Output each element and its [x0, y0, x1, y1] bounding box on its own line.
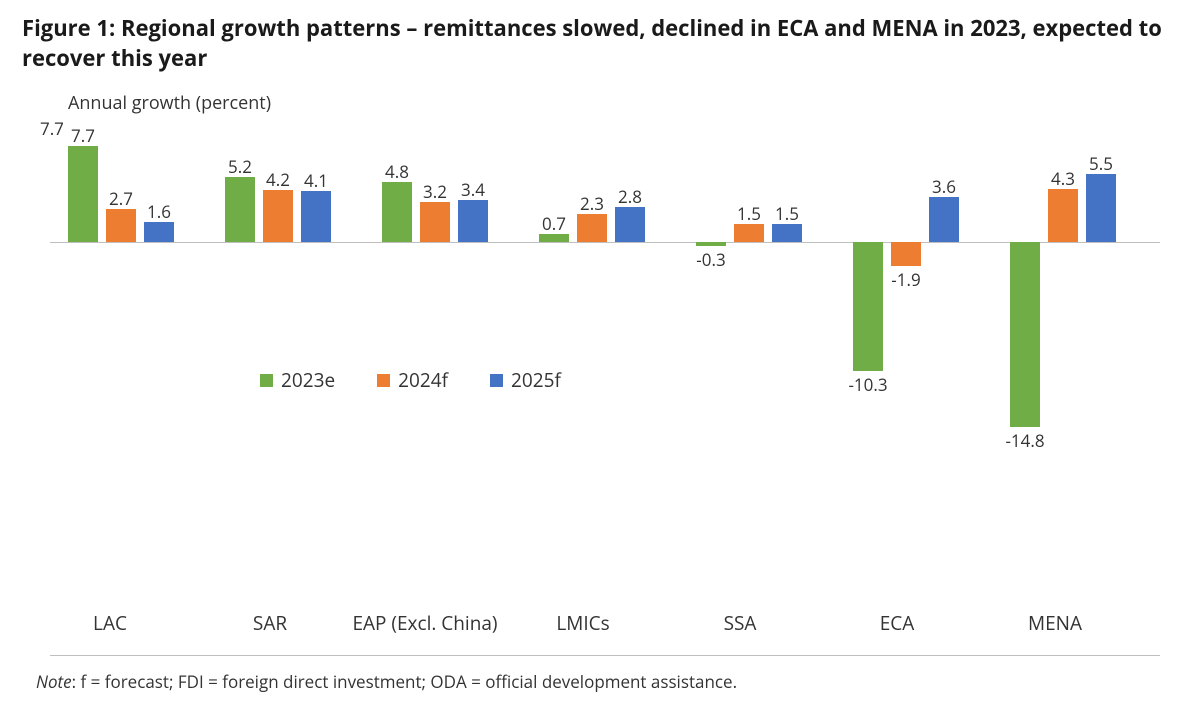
- x-axis-label: SSA: [665, 610, 815, 636]
- bar: [1086, 174, 1116, 243]
- bar-value-label: 2.8: [605, 185, 655, 208]
- bar: [458, 200, 488, 243]
- y-axis-title: Annual growth (percent): [68, 91, 1172, 115]
- bar-value-label: 3.6: [919, 175, 969, 198]
- bar-group: -10.3-1.93.6: [853, 142, 973, 542]
- x-axis-label: EAP (Excl. China): [350, 610, 500, 636]
- bar-value-label: -14.8: [1000, 429, 1050, 452]
- bar: [929, 197, 959, 242]
- bar-value-label: -10.3: [843, 373, 893, 396]
- chart: Annual growth (percent) 7.7 2023e2024f20…: [32, 91, 1172, 656]
- bar: [853, 242, 883, 371]
- bar: [1010, 242, 1040, 427]
- bar-value-label: 7.7: [58, 124, 108, 147]
- bar: [301, 191, 331, 242]
- bar-value-label: -0.3: [686, 248, 736, 271]
- bar-value-label: -1.9: [881, 268, 931, 291]
- bar-group: 4.83.23.4: [382, 142, 502, 542]
- figure-note: Note: f = forecast; FDI = foreign direct…: [36, 670, 1178, 693]
- bar: [144, 222, 174, 242]
- bar: [68, 146, 98, 242]
- bar-value-label: 5.5: [1076, 152, 1126, 175]
- note-label: Note: [36, 670, 72, 693]
- x-axis-label: SAR: [195, 610, 345, 636]
- x-axis-label: LMICs: [508, 610, 658, 636]
- bar-group: -14.84.35.5: [1010, 142, 1130, 542]
- bar-value-label: 1.6: [134, 200, 184, 223]
- bar-group: 5.24.24.1: [225, 142, 345, 542]
- x-axis: LACSAREAP (Excl. China)LMICsSSAECAMENA: [50, 610, 1160, 656]
- bar: [734, 224, 764, 243]
- bar-value-label: 3.4: [448, 178, 498, 201]
- bar-value-label: 1.5: [762, 202, 812, 225]
- x-axis-label: MENA: [980, 610, 1130, 636]
- plot-area: 2023e2024f2025f 7.72.71.65.24.24.14.83.2…: [50, 142, 1160, 542]
- note-text: : f = forecast; FDI = foreign direct inv…: [72, 670, 737, 693]
- bar: [696, 242, 726, 246]
- bar: [539, 234, 569, 243]
- bar: [772, 224, 802, 243]
- bar: [420, 202, 450, 242]
- bar: [577, 214, 607, 243]
- bar-group: -0.31.51.5: [696, 142, 816, 542]
- bar-value-label: 4.1: [291, 169, 341, 192]
- bar: [891, 242, 921, 266]
- bar-group: 0.72.32.8: [539, 142, 659, 542]
- x-axis-label: LAC: [35, 610, 185, 636]
- bar: [263, 190, 293, 243]
- bar: [1048, 189, 1078, 243]
- bar-value-label: 0.7: [529, 212, 579, 235]
- bar: [225, 177, 255, 242]
- y-axis-max-label: 7.7: [40, 117, 1172, 140]
- figure-container: Figure 1: Regional growth patterns – rem…: [0, 0, 1200, 703]
- bar: [382, 182, 412, 242]
- figure-title: Figure 1: Regional growth patterns – rem…: [22, 14, 1178, 73]
- x-axis-label: ECA: [822, 610, 972, 636]
- bar: [615, 207, 645, 242]
- bar: [106, 209, 136, 243]
- bar-group: 7.72.71.6: [68, 142, 188, 542]
